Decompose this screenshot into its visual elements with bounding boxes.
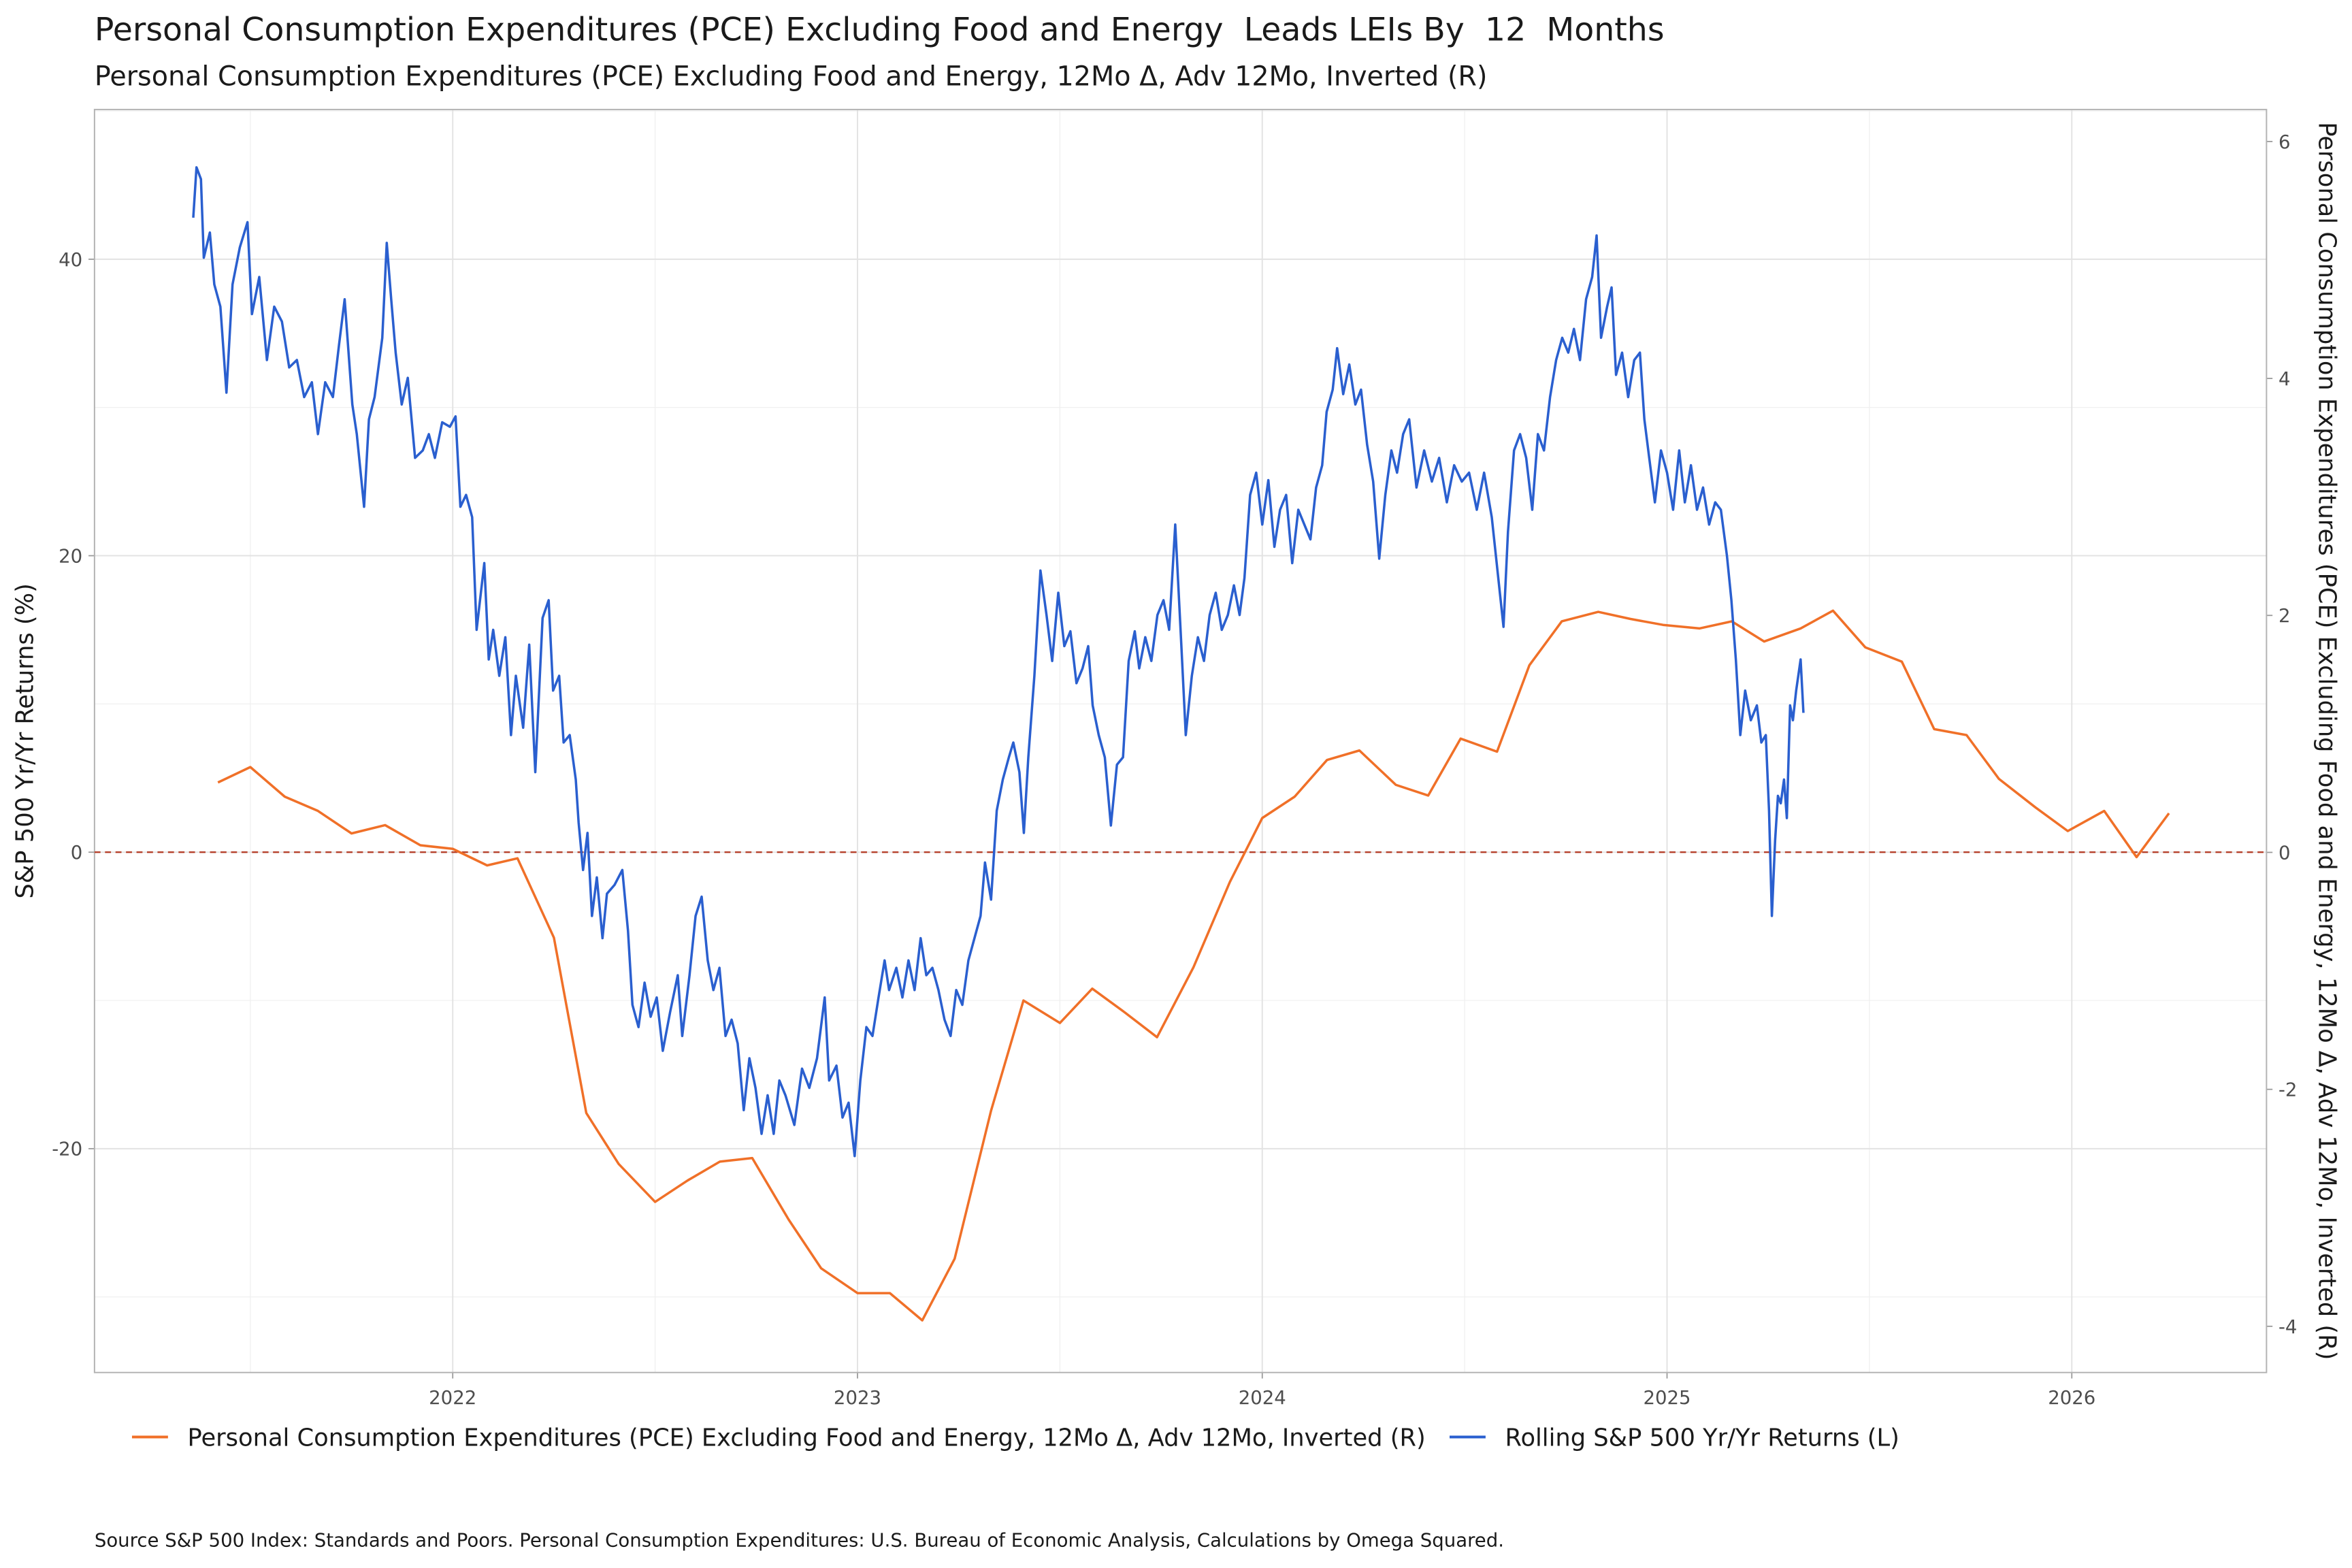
y-tick-label: 20: [59, 545, 82, 567]
y2-tick-label: 2: [2278, 605, 2291, 627]
chart-title: Personal Consumption Expenditures (PCE) …: [95, 12, 1665, 49]
x-tick-label: 2024: [1239, 1387, 1286, 1409]
x-tick-label: 2026: [2048, 1387, 2095, 1409]
y2-tick-label: 6: [2278, 131, 2291, 153]
plot-border: [93, 108, 2268, 1373]
series-line: [192, 166, 1805, 1158]
y-tick-label: -20: [52, 1139, 82, 1160]
y2-tick-label: -4: [2278, 1316, 2297, 1338]
legend-label: Personal Consumption Expenditures (PCE) …: [188, 1424, 1426, 1452]
y-axis-title: S&P 500 Yr/Yr Returns (%): [11, 583, 39, 898]
y2-axis-title: Personal Consumption Expenditures (PCE) …: [2313, 122, 2341, 1360]
y2-tick-label: -2: [2278, 1079, 2297, 1101]
chart-subtitle: Personal Consumption Expenditures (PCE) …: [95, 61, 1488, 93]
x-tick-label: 2025: [1643, 1387, 1690, 1409]
x-tick-label: 2023: [834, 1387, 881, 1409]
source-note: Source S&P 500 Index: Standards and Poor…: [95, 1529, 1504, 1551]
y-tick-label: 0: [71, 842, 83, 864]
legend-label: Rolling S&P 500 Yr/Yr Returns (L): [1505, 1424, 1899, 1452]
series-line: [217, 609, 2170, 1322]
x-tick-label: 2022: [429, 1387, 476, 1409]
y2-tick-label: 0: [2278, 842, 2291, 864]
y-tick-label: 40: [59, 249, 82, 271]
y2-tick-label: 4: [2278, 368, 2291, 390]
